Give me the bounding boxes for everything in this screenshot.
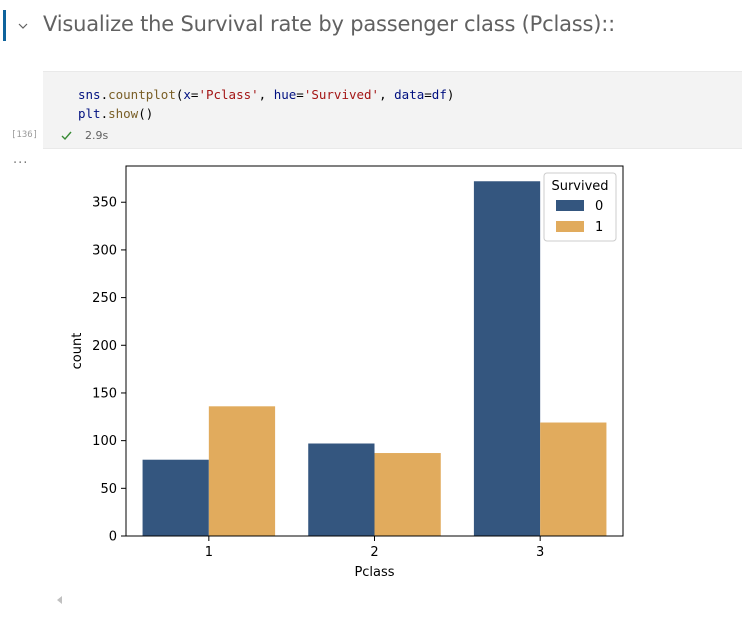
legend-label-1: 1 bbox=[595, 220, 603, 235]
y-tick-label: 200 bbox=[92, 339, 117, 354]
bar-pclass-3-survived-0 bbox=[473, 181, 541, 536]
output-collapse-indicator[interactable]: ... bbox=[13, 152, 29, 167]
x-tick-label: 2 bbox=[370, 545, 378, 560]
bar-pclass-1-survived-0 bbox=[142, 459, 209, 536]
execution-time: 2.9s bbox=[85, 129, 109, 142]
markdown-cell: Visualize the Survival rate by passenger… bbox=[0, 0, 742, 50]
check-icon bbox=[61, 131, 72, 141]
bar-pclass-3-survived-1 bbox=[540, 422, 607, 536]
y-tick-label: 250 bbox=[92, 291, 117, 306]
markdown-heading: Visualize the Survival rate by passenger… bbox=[43, 12, 615, 36]
code-line-1: sns.countplot(x='Pclass', hue='Survived'… bbox=[78, 87, 455, 102]
bar-pclass-2-survived-1 bbox=[374, 453, 441, 536]
legend-label-0: 0 bbox=[595, 199, 603, 214]
bar-pclass-2-survived-0 bbox=[308, 443, 375, 536]
legend-swatch-1 bbox=[556, 221, 584, 232]
scroll-left-icon[interactable] bbox=[56, 595, 64, 605]
y-tick-label: 350 bbox=[92, 196, 117, 211]
plot-frame bbox=[125, 165, 624, 537]
y-tick-label: 50 bbox=[100, 482, 117, 497]
y-tick-label: 0 bbox=[109, 530, 117, 545]
bar-pclass-1-survived-1 bbox=[208, 406, 276, 536]
y-tick-label: 150 bbox=[92, 386, 117, 401]
legend-box bbox=[543, 172, 617, 242]
x-axis-label: Pclass bbox=[354, 565, 394, 580]
y-tick-label: 100 bbox=[92, 434, 117, 449]
x-tick-label: 1 bbox=[205, 545, 213, 560]
legend-title: Survived bbox=[551, 179, 608, 194]
code-line-2: plt.show() bbox=[78, 106, 154, 121]
x-tick-label: 3 bbox=[536, 545, 544, 560]
code-editor[interactable]: sns.countplot(x='Pclass', hue='Survived'… bbox=[78, 85, 454, 123]
y-axis-label: count bbox=[70, 333, 85, 370]
code-cell[interactable]: sns.countplot(x='Pclass', hue='Survived'… bbox=[43, 71, 742, 149]
execution-count: [136] bbox=[11, 130, 39, 140]
legend-swatch-0 bbox=[556, 200, 584, 211]
cell-focus-indicator bbox=[3, 10, 6, 41]
y-tick-label: 300 bbox=[92, 243, 117, 258]
chevron-down-icon[interactable] bbox=[16, 19, 30, 33]
